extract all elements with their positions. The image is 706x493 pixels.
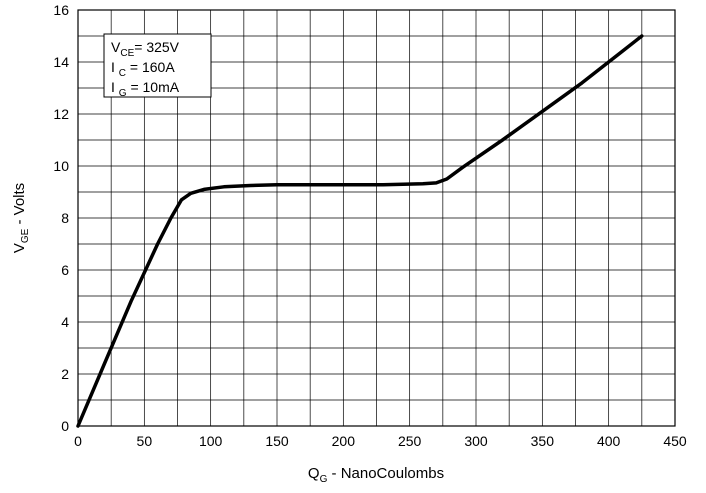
x-tick-label: 250 bbox=[398, 433, 422, 449]
conditions-legend: VCE= 325V I C = 160A I G = 10mA bbox=[103, 33, 212, 99]
legend-box bbox=[103, 33, 212, 98]
y-tick-label: 14 bbox=[53, 54, 69, 70]
y-axis-label: VGE - Volts bbox=[11, 183, 31, 253]
x-tick-label: 150 bbox=[265, 433, 289, 449]
legend-line-ic: I C = 160A bbox=[111, 59, 175, 79]
y-tick-label: 12 bbox=[53, 106, 69, 122]
x-tick-labels: 0 50 100 150 200 250 300 350 400 450 bbox=[74, 433, 687, 449]
x-tick-label: 450 bbox=[663, 433, 687, 449]
y-tick-label: 16 bbox=[53, 2, 69, 18]
y-tick-label: 6 bbox=[61, 262, 69, 278]
x-tick-label: 400 bbox=[597, 433, 621, 449]
x-tick-label: 300 bbox=[464, 433, 488, 449]
series-group bbox=[76, 34, 644, 428]
y-tick-label: 10 bbox=[53, 158, 69, 174]
gate-charge-curve bbox=[76, 34, 644, 428]
y-tick-label: 4 bbox=[61, 314, 69, 330]
y-tick-labels: 0 2 4 6 8 10 12 14 16 bbox=[53, 2, 69, 434]
y-tick-label: 2 bbox=[61, 366, 69, 382]
y-tick-label: 8 bbox=[61, 210, 69, 226]
grid bbox=[78, 10, 675, 426]
x-tick-label: 200 bbox=[332, 433, 356, 449]
legend-line-vce: VCE= 325V bbox=[111, 39, 180, 59]
x-axis-label: QG - NanoCoulombs bbox=[308, 465, 444, 485]
x-tick-label: 100 bbox=[199, 433, 223, 449]
plot-frame bbox=[77, 9, 676, 427]
x-tick-label: 0 bbox=[74, 433, 82, 449]
x-tick-label: 350 bbox=[531, 433, 555, 449]
x-tick-label: 50 bbox=[137, 433, 153, 449]
y-tick-label: 0 bbox=[61, 418, 69, 434]
legend-line-ig: I G = 10mA bbox=[111, 79, 180, 99]
